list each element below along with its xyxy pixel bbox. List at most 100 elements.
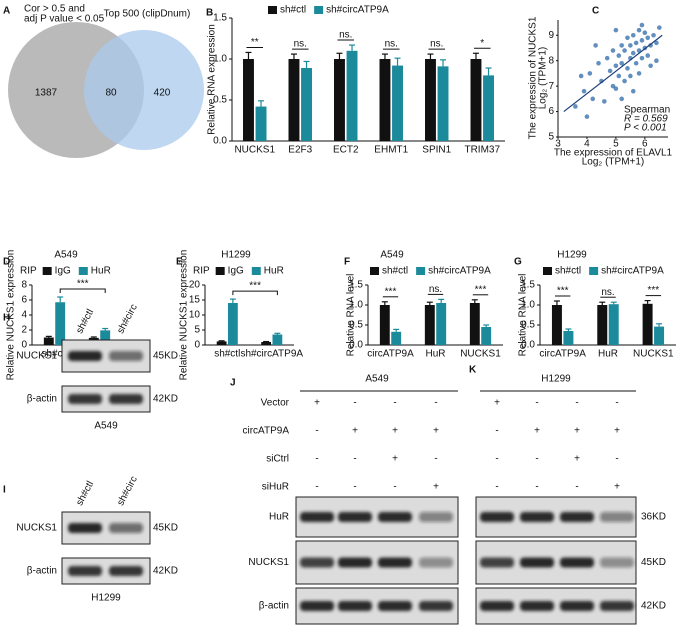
x-tick-label: HuR [425, 349, 445, 360]
band [300, 601, 334, 611]
x-tick-label: sh#ctl [214, 349, 240, 360]
y-tick-label: 5 [194, 325, 200, 336]
point [633, 40, 639, 46]
point [610, 48, 616, 53]
point [619, 60, 624, 66]
bar [551, 305, 562, 345]
treatment-mark: - [615, 454, 618, 465]
treatment-mark: - [495, 426, 498, 437]
point [581, 88, 587, 94]
legend-label: IgG [55, 266, 71, 277]
point [633, 60, 639, 66]
point [625, 35, 630, 41]
size-label: 36KD [641, 512, 666, 523]
point [630, 88, 636, 94]
bar [379, 305, 390, 345]
annotation: P < 0.001 [624, 123, 667, 134]
treatment-mark: + [352, 426, 358, 437]
point [654, 58, 659, 63]
protein-label: NUCKS1 [16, 351, 57, 362]
treatment-mark: - [535, 482, 538, 493]
band [300, 557, 334, 568]
x-axis-label: The expression of ELAVL1 [554, 148, 673, 159]
significance-label: *** [557, 286, 569, 297]
legend-swatch [589, 267, 599, 275]
band [560, 601, 594, 611]
lane-label: sh#circ [115, 303, 140, 336]
bar [43, 337, 54, 345]
lane-label: sh#ctl [74, 479, 96, 507]
band [378, 557, 412, 568]
y-tick-label: 1.0 [349, 300, 363, 311]
point [622, 48, 627, 53]
y-axis-label: Log₂ (TPM+1) [538, 47, 549, 110]
band [68, 523, 102, 533]
significance-bracket [232, 290, 278, 296]
x-tick-label: ECT2 [333, 145, 359, 156]
size-label: 45KD [153, 351, 178, 362]
y-tick-label: 7 [548, 81, 554, 92]
point [630, 50, 636, 56]
treatment-mark: - [315, 482, 318, 493]
x-tick-label: circATP9A [539, 349, 586, 360]
venn-count: 420 [154, 88, 171, 99]
legend-swatch [251, 267, 261, 275]
band [480, 512, 514, 522]
treatment-mark: - [575, 482, 578, 493]
y-tick-label: 1.5 [213, 13, 227, 24]
legend-label: sh#ctl [280, 5, 306, 16]
treatment-mark: + [614, 426, 620, 437]
bar [425, 59, 436, 141]
point [639, 55, 645, 61]
point [584, 114, 590, 119]
band [419, 601, 453, 611]
treatment-mark: - [353, 398, 356, 409]
treatment-mark: + [392, 454, 398, 465]
band [560, 557, 594, 568]
point [607, 68, 613, 74]
panel-letter: K [469, 365, 477, 376]
treatment-mark: + [534, 426, 540, 437]
treatment-mark: + [574, 426, 580, 437]
band [480, 557, 514, 568]
band [520, 512, 554, 522]
protein-label: NUCKS1 [248, 557, 289, 568]
bar [100, 330, 111, 345]
band [338, 601, 372, 611]
condition-label: Vector [261, 398, 290, 409]
bar [334, 59, 345, 141]
legend-label: sh#circATP9A [326, 5, 389, 16]
panel-letter: E [176, 257, 183, 268]
band [68, 566, 102, 576]
treatment-mark: - [353, 454, 356, 465]
point [648, 63, 653, 69]
legend-label: sh#ctl [382, 266, 408, 277]
point [628, 73, 633, 79]
venn-left-label: adj P value < 0.05 [24, 14, 105, 25]
chart-title: H1299 [557, 250, 587, 261]
band [480, 601, 514, 611]
band [419, 512, 453, 522]
point [651, 32, 656, 38]
bar [55, 302, 66, 345]
y-tick-label: 0.0 [349, 340, 363, 351]
chart-title: A549 [380, 250, 404, 261]
y-tick-label: 0.5 [349, 320, 363, 331]
bar [216, 341, 227, 345]
x-tick-label: HuR [598, 349, 618, 360]
bar [642, 303, 653, 345]
band [378, 512, 412, 522]
treatment-mark: - [495, 482, 498, 493]
legend-label: sh#circATP9A [428, 266, 491, 277]
band [338, 512, 372, 522]
bar [227, 303, 238, 345]
y-axis-label: Relative RNA level [518, 274, 529, 357]
cell-line: H1299 [541, 374, 571, 385]
size-label: 42KD [153, 566, 178, 577]
bar [392, 65, 403, 141]
point [596, 60, 601, 66]
panel-letter: H [3, 313, 10, 324]
y-tick-label: 9 [548, 30, 554, 41]
bar [436, 303, 447, 345]
